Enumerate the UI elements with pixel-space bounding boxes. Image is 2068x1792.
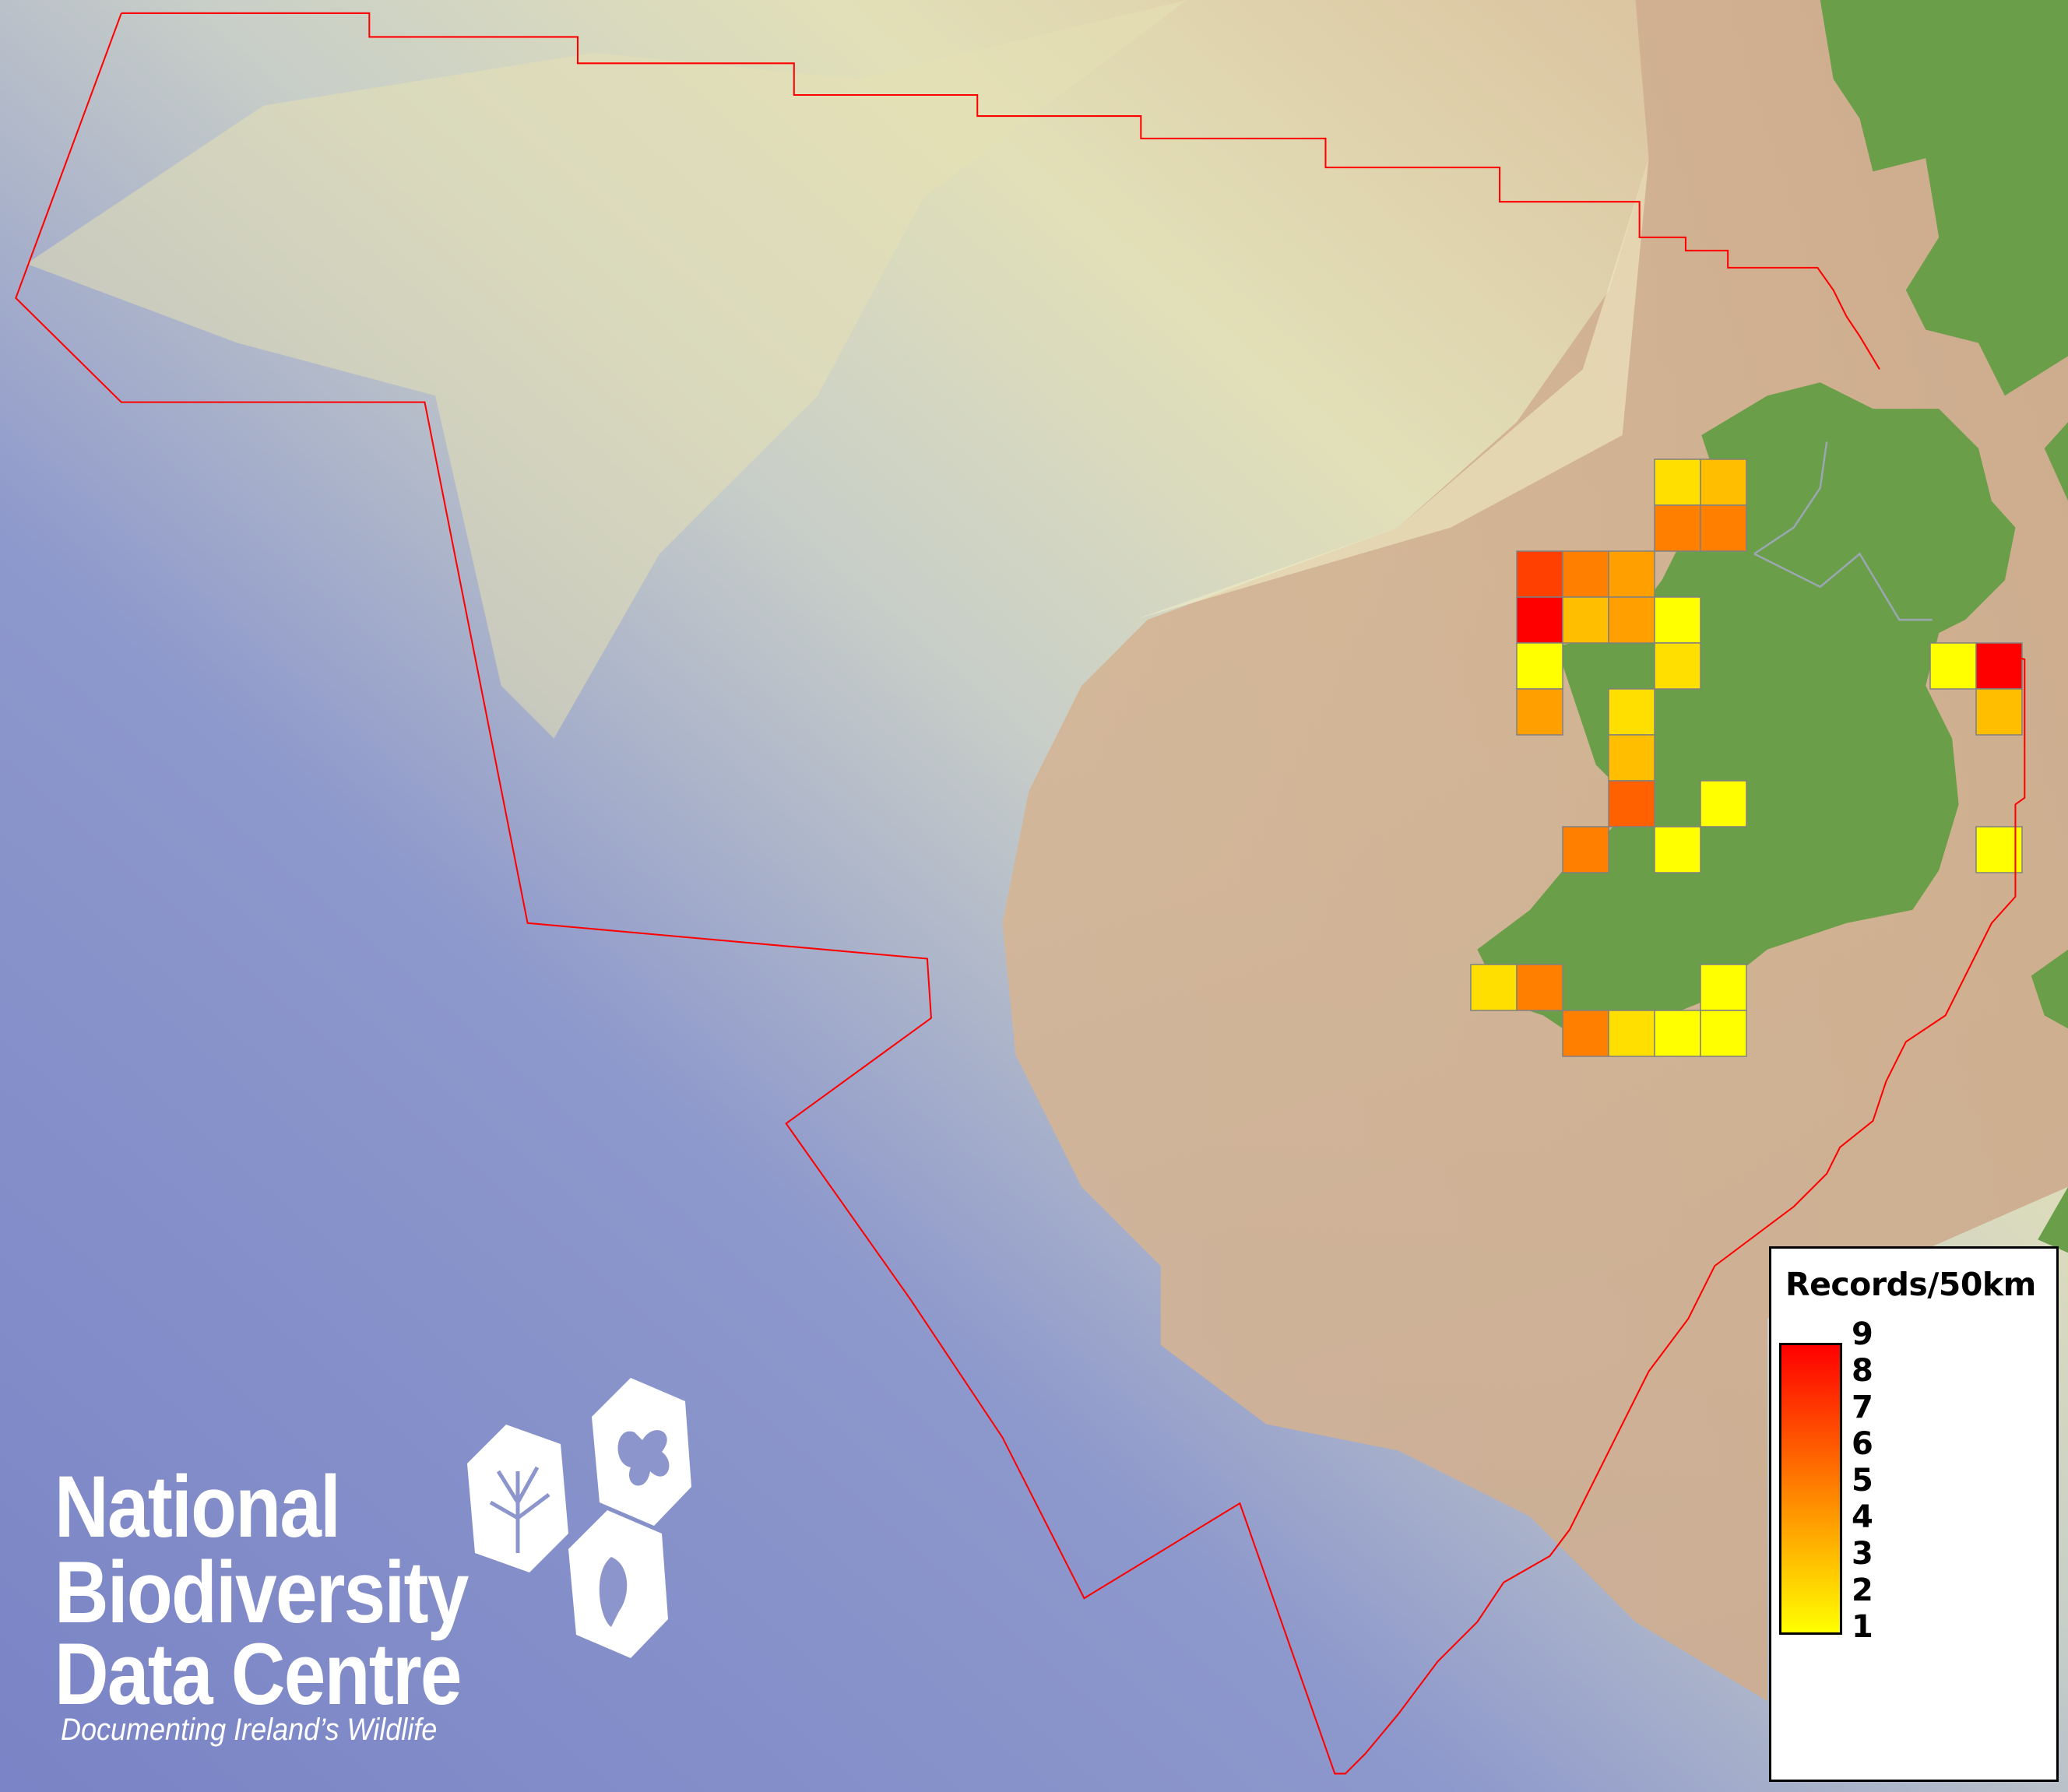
- grid-cell: [1700, 1010, 1747, 1057]
- grid-cell: [1562, 596, 1609, 644]
- grid-cell: [1516, 596, 1563, 644]
- land-scotland: [1820, 0, 2068, 1253]
- land-ireland: [1477, 382, 2016, 1042]
- legend-color-bar: [1779, 1343, 1842, 1635]
- eez-boundary-line-south: [15, 12, 2026, 1775]
- grid-cell: [1654, 826, 1701, 873]
- grid-cell: [1700, 459, 1747, 506]
- grid-cell: [1654, 596, 1701, 644]
- legend-tick-label: 3: [1852, 1536, 1873, 1572]
- grid-cell: [1700, 504, 1747, 552]
- grid-cell: [1608, 1010, 1655, 1057]
- grid-cell: [1975, 642, 2023, 690]
- border-line: [1753, 441, 1933, 621]
- logo-line-biodiversity: Biodiversity: [55, 1544, 469, 1641]
- legend-tick-label: 4: [1852, 1499, 1873, 1535]
- grid-cell: [1654, 459, 1701, 506]
- grid-cell: [1608, 688, 1655, 736]
- grid-cell: [1516, 964, 1563, 1011]
- logo-hexagons-icon: [467, 1378, 691, 1658]
- grid-cell: [1608, 550, 1655, 598]
- grid-cell: [1562, 550, 1609, 598]
- grid-cell: [1929, 642, 1977, 690]
- rockall-plateau: [26, 0, 2068, 1702]
- logo-tagline: Documenting Ireland’s Wildlife: [61, 1713, 438, 1747]
- records-grid: [1470, 459, 2023, 1057]
- legend-tick-label: 8: [1852, 1353, 1873, 1389]
- grid-cell: [1654, 642, 1701, 690]
- legend-tick-label: 2: [1852, 1572, 1873, 1608]
- logo-line-data-centre: Data Centre: [55, 1625, 462, 1723]
- eez-boundary-line: [121, 12, 1880, 370]
- legend-tick-label: 5: [1852, 1463, 1873, 1499]
- grid-cell: [1516, 688, 1563, 736]
- legend-tick-label: 1: [1852, 1609, 1873, 1645]
- grid-cell: [1700, 780, 1747, 827]
- legend-tick-label: 6: [1852, 1426, 1873, 1462]
- grid-cell: [1608, 780, 1655, 827]
- grid-cell: [1516, 642, 1563, 690]
- grid-cell: [1562, 826, 1609, 873]
- legend-title: Records/50km: [1785, 1266, 2036, 1303]
- grid-cell: [1516, 550, 1563, 598]
- grid-cell: [1975, 688, 2023, 736]
- grid-cell: [1654, 1010, 1701, 1057]
- grid-cell: [1975, 826, 2023, 873]
- grid-cell: [1654, 504, 1701, 552]
- legend-tick-label: 7: [1852, 1390, 1873, 1425]
- grid-cell: [1470, 964, 1518, 1011]
- grid-cell: [1700, 964, 1747, 1011]
- grid-cell: [1608, 596, 1655, 644]
- grid-cell: [1562, 1010, 1609, 1057]
- logo-line-national: National: [55, 1458, 341, 1555]
- legend-tick-label: 9: [1852, 1316, 1873, 1352]
- grid-cell: [1608, 734, 1655, 782]
